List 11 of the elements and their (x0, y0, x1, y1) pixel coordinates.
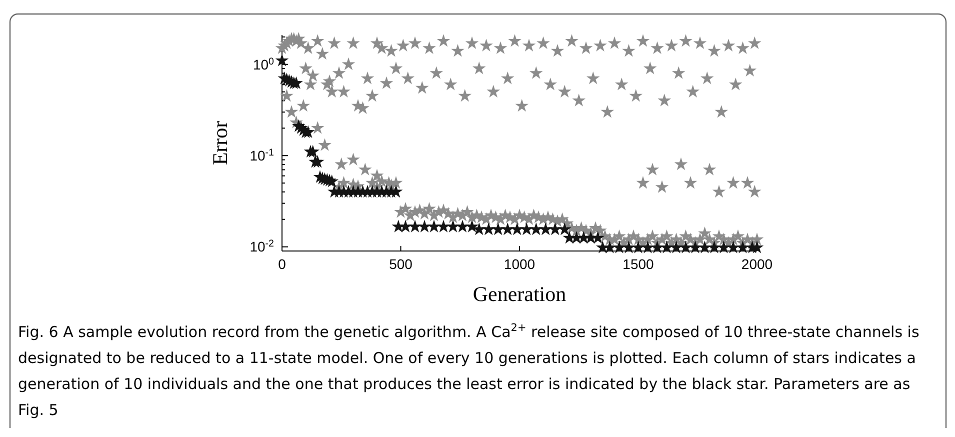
x-tick-label: 1500 (622, 256, 654, 272)
y-tick-label: 10$^{-1}$ (250, 147, 274, 164)
x-tick-label: 1000 (504, 256, 536, 272)
x-tick-label: 2000 (741, 256, 773, 272)
y-axis-title: Error (208, 120, 232, 166)
x-axis-title: Generation (472, 282, 567, 306)
caption: Fig. 6 A sample evolution record from the genetic algorithm. A Ca$^{2+}$ release site composed of 10 three-state channels is designated to be reduced to a 11-state model. One of every 10 generations is plotted. Each column of stars indicates a generation of 10 individuals and the one that produces the least error is indicated by the black star. Parameters are as Fig. 5 (18, 322, 920, 419)
x-tick-label: 500 (389, 256, 413, 272)
x-tick-label: 0 (278, 256, 286, 272)
y-tick-label: 10$^{0}$ (252, 56, 275, 72)
y-tick-label: 10$^{-2}$ (250, 238, 274, 255)
